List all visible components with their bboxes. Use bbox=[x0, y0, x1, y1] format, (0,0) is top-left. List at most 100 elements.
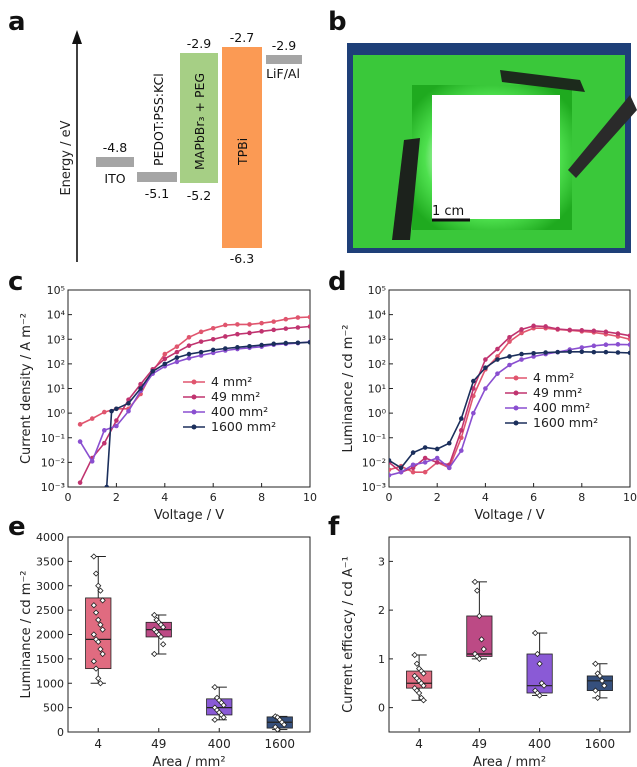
x-axis-title: Voltage / V bbox=[474, 508, 544, 523]
x-tick-label: 1600 bbox=[585, 737, 616, 751]
legend-label-2: 400 mm² bbox=[533, 400, 590, 415]
y-tick-label: 10⁻¹ bbox=[362, 432, 386, 445]
energy-axis-arrow bbox=[72, 30, 82, 44]
data-point bbox=[483, 365, 488, 370]
sample-point bbox=[92, 665, 100, 672]
data-point bbox=[446, 465, 452, 471]
data-point bbox=[174, 344, 180, 349]
series-line-1 bbox=[79, 325, 310, 484]
x-tick-label: 8 bbox=[578, 491, 585, 504]
legend-label-0: 4 mm² bbox=[211, 374, 252, 389]
sample-point bbox=[151, 650, 158, 658]
y-tick-label: 10⁵ bbox=[368, 284, 386, 297]
sample-point bbox=[92, 570, 100, 577]
data-point bbox=[102, 409, 107, 415]
data-point bbox=[174, 355, 180, 360]
sample-point bbox=[592, 660, 599, 667]
data-point bbox=[307, 324, 310, 329]
data-point bbox=[531, 350, 536, 356]
data-point bbox=[389, 472, 392, 478]
data-point bbox=[77, 439, 83, 444]
data-point bbox=[555, 326, 560, 332]
panel-label-c: c bbox=[8, 267, 23, 297]
data-point bbox=[102, 428, 107, 433]
sample-point bbox=[90, 602, 97, 609]
x-tick-label: 1600 bbox=[264, 737, 295, 751]
y-tick-label: 10² bbox=[47, 358, 65, 371]
legend-label-1: 49 mm² bbox=[211, 389, 260, 404]
sample-point bbox=[601, 682, 608, 689]
tpbi-block bbox=[222, 47, 262, 248]
panel-label-b: b bbox=[328, 7, 347, 37]
data-point bbox=[555, 349, 560, 355]
data-point bbox=[198, 349, 204, 355]
y-tick-label: 10⁻¹ bbox=[41, 432, 65, 445]
data-point bbox=[603, 342, 609, 348]
y-tick-label: 1000 bbox=[36, 677, 64, 690]
sample-point bbox=[99, 626, 106, 633]
lifal-label: LiF/Al bbox=[266, 66, 300, 81]
data-point bbox=[627, 333, 630, 338]
data-point bbox=[150, 368, 155, 374]
data-point bbox=[210, 336, 216, 342]
sample-point bbox=[151, 611, 158, 619]
sample-point bbox=[90, 553, 97, 560]
x-tick-label: 49 bbox=[472, 737, 487, 751]
data-point bbox=[114, 418, 119, 423]
data-point bbox=[77, 480, 83, 485]
data-point bbox=[615, 342, 621, 347]
data-point bbox=[162, 356, 168, 362]
y-tick-label: 10⁻³ bbox=[362, 481, 386, 494]
y-tick-label: 2000 bbox=[36, 629, 64, 642]
data-point bbox=[295, 340, 301, 346]
data-point bbox=[104, 484, 110, 487]
sample-point bbox=[220, 714, 227, 721]
y-tick-label: 2500 bbox=[36, 604, 64, 617]
x-tick-label: 10 bbox=[623, 491, 637, 504]
scale-bar-label: 1 cm bbox=[432, 204, 464, 219]
box-400 bbox=[526, 653, 553, 694]
legend-label-2: 400 mm² bbox=[211, 404, 268, 419]
sample-point bbox=[95, 638, 102, 645]
sample-point bbox=[420, 670, 427, 677]
y-tick-label: 500 bbox=[43, 702, 64, 715]
sample-point bbox=[274, 726, 281, 733]
sample-point bbox=[420, 697, 427, 704]
pedot-label: PEDOT:PSS:KCl bbox=[151, 73, 166, 166]
x-tick-label: 0 bbox=[65, 491, 72, 504]
data-point bbox=[543, 324, 548, 329]
tpbi-label: TPBi bbox=[235, 138, 250, 166]
sample-point bbox=[97, 680, 104, 687]
sample-point bbox=[478, 636, 485, 643]
data-point bbox=[531, 323, 536, 329]
x-tick-label: 2 bbox=[434, 491, 441, 504]
data-point bbox=[235, 345, 240, 350]
perovskite-block bbox=[180, 53, 218, 183]
legend-marker-1 bbox=[191, 394, 197, 400]
device-photo: 1 cm bbox=[347, 43, 637, 253]
sample-point bbox=[281, 721, 288, 728]
data-point bbox=[615, 350, 621, 355]
pedot-value: -5.1 bbox=[145, 186, 169, 201]
data-point bbox=[579, 349, 585, 355]
sample-point bbox=[476, 655, 483, 662]
data-point bbox=[459, 428, 464, 433]
x-tick-label: 8 bbox=[258, 491, 265, 504]
data-point bbox=[77, 422, 83, 427]
data-point bbox=[271, 341, 277, 347]
data-point bbox=[627, 350, 630, 356]
x-tick-label: 2 bbox=[113, 491, 120, 504]
sample-point bbox=[99, 597, 106, 604]
sample-point bbox=[97, 621, 104, 628]
panel-label-a: a bbox=[8, 7, 26, 37]
sample-point bbox=[540, 682, 548, 689]
y-axis-title: Luminance / cd m⁻² bbox=[19, 570, 34, 698]
data-point bbox=[271, 327, 277, 333]
data-point bbox=[307, 340, 310, 345]
y-tick-label: 1500 bbox=[36, 653, 64, 666]
data-point bbox=[495, 346, 500, 352]
data-point bbox=[283, 340, 289, 346]
clip-left bbox=[392, 138, 420, 240]
data-point bbox=[198, 329, 204, 335]
data-point bbox=[259, 342, 264, 348]
